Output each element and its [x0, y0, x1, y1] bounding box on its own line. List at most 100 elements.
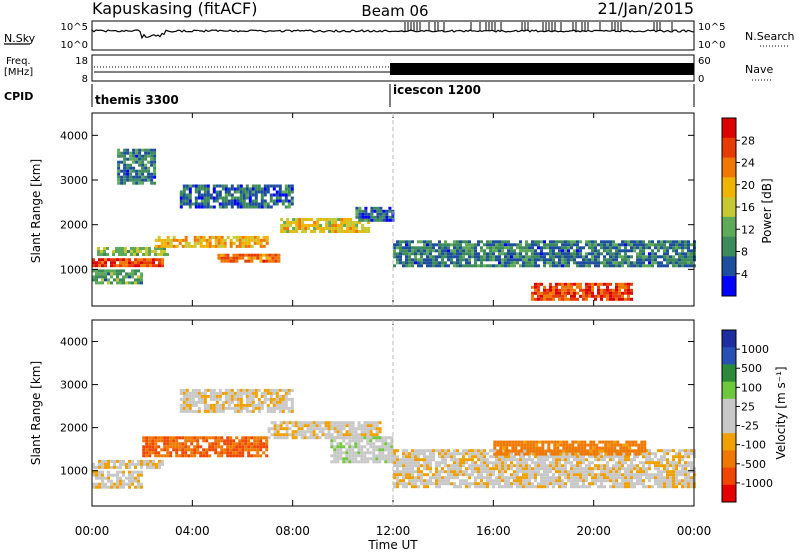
heatmap-cell: [585, 282, 588, 286]
heatmap-cell: [586, 443, 590, 447]
heatmap-cell: [233, 187, 237, 191]
heatmap-cell: [140, 473, 143, 477]
heatmap-cell: [576, 464, 579, 468]
colorbar-swatch: [722, 398, 736, 417]
heatmap-cell: [477, 470, 480, 474]
heatmap-cell: [426, 249, 429, 253]
heatmap-cell: [333, 430, 337, 434]
heatmap-cell: [624, 240, 627, 244]
heatmap-cell: [276, 436, 280, 440]
heatmap-cell: [471, 461, 474, 465]
heatmap-cell: [564, 261, 567, 265]
heatmap-cell: [387, 436, 391, 440]
heatmap-cell: [336, 445, 340, 449]
heatmap-cell: [429, 246, 432, 250]
heatmap-cell: [552, 285, 555, 289]
heatmap-cell: [516, 461, 519, 465]
heatmap-cell: [444, 482, 447, 486]
heatmap-cell: [125, 281, 128, 285]
heatmap-cell: [591, 258, 594, 262]
heatmap-cell: [417, 246, 420, 250]
heatmap-cell: [648, 452, 651, 456]
heatmap-cell: [325, 221, 329, 224]
heatmap-cell: [519, 467, 522, 471]
heatmap-cell: [123, 151, 127, 155]
heatmap-cell: [687, 470, 690, 474]
heatmap-cell: [510, 258, 513, 262]
x-axis-ticks: 00:00 04:00 08:00 12:00 16:00 20:00 00:00: [75, 113, 711, 538]
heatmap-cell: [615, 455, 618, 459]
heatmap-cell: [559, 440, 563, 444]
heatmap-cell: [681, 473, 684, 477]
heatmap-cell: [474, 261, 477, 265]
heatmap-cell: [657, 485, 660, 489]
heatmap-cell: [336, 454, 340, 458]
heatmap-cell: [285, 421, 289, 425]
heatmap-cell: [125, 275, 128, 279]
heatmap-cell: [346, 218, 350, 221]
heatmap-cell: [217, 256, 221, 260]
heatmap-cell: [447, 449, 450, 453]
heatmap-cell: [507, 476, 510, 480]
heatmap-cell: [543, 455, 546, 459]
heatmap-cell: [144, 178, 148, 182]
heatmap-cell: [558, 252, 561, 256]
heatmap-cell: [585, 464, 588, 468]
heatmap-cell: [621, 294, 624, 298]
heatmap-cell: [483, 467, 486, 471]
heatmap-cell: [627, 297, 630, 301]
station-title: Kapuskasing (fitACF): [92, 0, 257, 18]
heatmap-cell: [366, 424, 370, 428]
heatmap-cell: [522, 464, 525, 468]
heatmap-cell: [181, 451, 185, 455]
heatmap-cell: [236, 199, 240, 203]
heatmap-cell: [636, 261, 639, 265]
heatmap-cell: [98, 485, 101, 489]
heatmap-cell: [104, 275, 107, 279]
heatmap-cell: [113, 261, 116, 265]
heatmap-cell: [588, 455, 591, 459]
heatmap-cell: [609, 264, 612, 268]
heatmap-cell: [681, 464, 684, 468]
heatmap-cell: [537, 255, 540, 259]
heatmap-cell: [672, 255, 675, 259]
heatmap-cell: [294, 430, 298, 434]
heatmap-cell: [211, 235, 215, 239]
heatmap-cell: [577, 440, 581, 444]
heatmap-cell: [169, 451, 173, 455]
heatmap-cell: [447, 467, 450, 471]
heatmap-cell: [532, 443, 536, 447]
heatmap-cell: [275, 190, 279, 194]
heatmap-cell: [678, 264, 681, 268]
heatmap-cell: [269, 397, 273, 401]
heatmap-cell: [651, 461, 654, 465]
heatmap-cell: [399, 464, 402, 468]
heatmap-cell: [238, 241, 242, 245]
heatmap-cell: [118, 247, 121, 250]
noise-right-tick-bottom: 10^0: [698, 40, 725, 51]
heatmap-cell: [151, 436, 155, 440]
heatmap-cell: [526, 452, 530, 456]
heatmap-cell: [275, 403, 279, 407]
heatmap-cell: [141, 166, 145, 170]
heatmap-cell: [330, 421, 334, 425]
heatmap-cell: [552, 246, 555, 250]
heatmap-cell: [280, 224, 284, 227]
heatmap-cell: [456, 261, 459, 265]
heatmap-cell: [456, 452, 459, 456]
heatmap-cell: [663, 252, 666, 256]
heatmap-cell: [169, 244, 173, 248]
heatmap-cell: [505, 440, 509, 444]
heatmap-cell: [687, 455, 690, 459]
heatmap-cell: [582, 467, 585, 471]
heatmap-cell: [110, 281, 113, 285]
heatmap-cell: [146, 258, 149, 262]
heatmap-cell: [519, 476, 522, 480]
heatmap-cell: [444, 261, 447, 265]
heatmap-cell: [95, 275, 98, 279]
heatmap-cell: [205, 238, 209, 242]
heatmap-cell: [648, 246, 651, 250]
heatmap-cell: [532, 452, 536, 456]
heatmap-cell: [393, 249, 396, 253]
heatmap-cell: [232, 241, 236, 245]
